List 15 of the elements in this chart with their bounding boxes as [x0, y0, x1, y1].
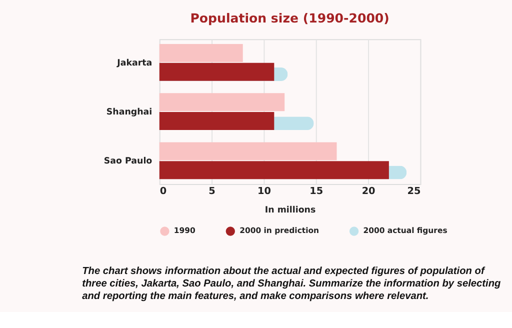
text: The chart shows information about the actual and expected figures of population of three cities, Jakarta, Sao Paulo, and Shanghai. Summarize the information by selecting and reporting the main features, and make comparisons where relevant.: [82, 266, 502, 302]
y-tick-label: Sao Paulo: [104, 156, 152, 167]
y-tick-label: Jakarta: [116, 58, 152, 68]
x-tick-label: 10: [257, 186, 272, 198]
legend-label: 2000 in prediction: [240, 226, 320, 236]
x-tick-label: 15: [310, 186, 324, 198]
x-tick-label: 5: [208, 186, 216, 198]
x-tick-label: 25: [407, 186, 421, 198]
x-tick-label: 0: [160, 186, 167, 198]
x-tick-label: 20: [362, 186, 376, 198]
chart-title: Population size (1990-2000): [190, 10, 390, 26]
legend-label: 1990: [174, 226, 196, 236]
y-tick-label: Shanghai: [106, 107, 152, 118]
x-axis-title: In millions: [264, 206, 316, 216]
legend-label: 2000 actual figures: [363, 226, 448, 236]
